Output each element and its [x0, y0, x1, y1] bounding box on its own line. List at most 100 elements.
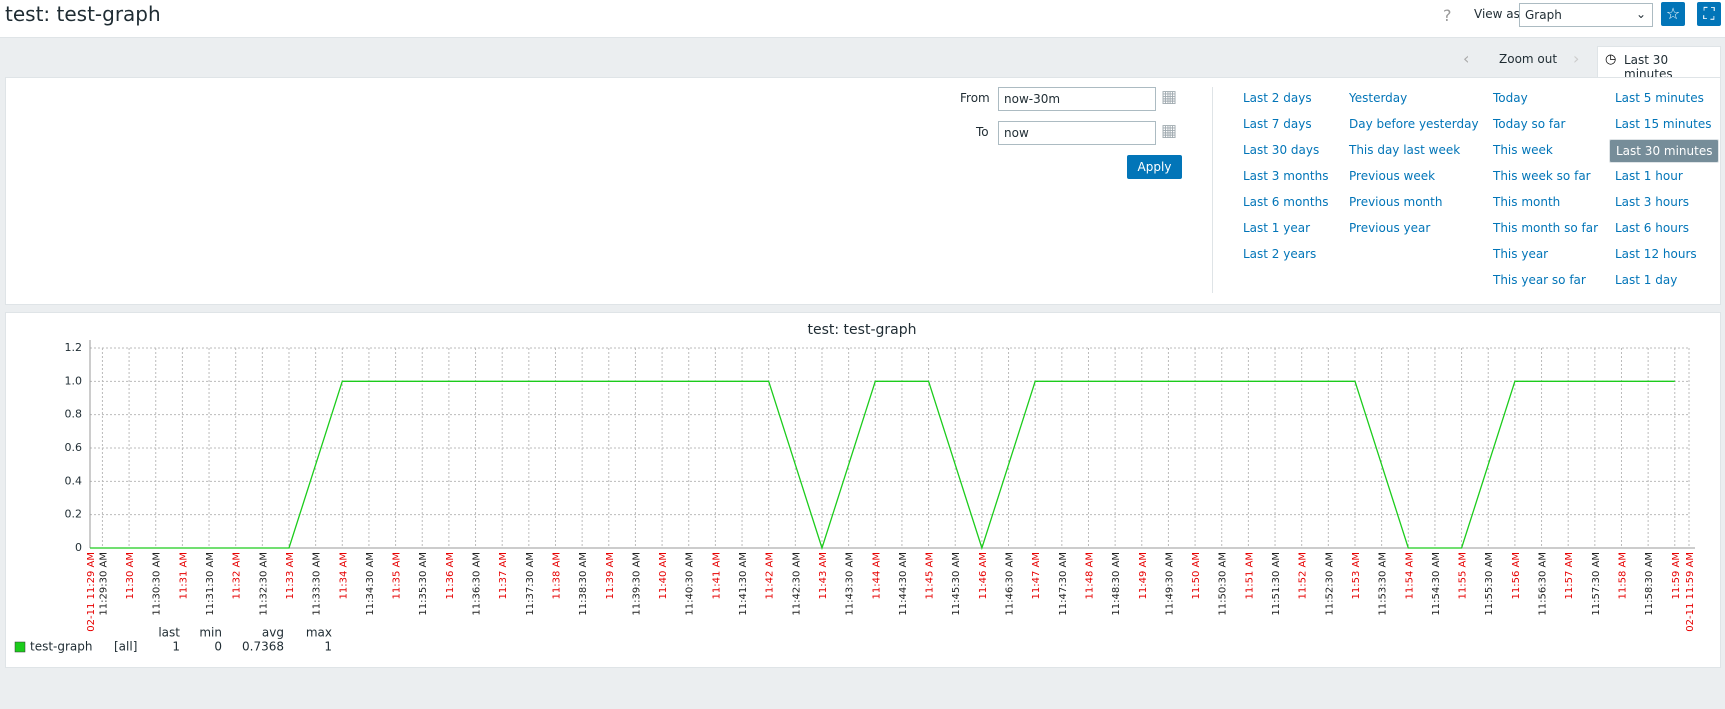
x-tick-label: 11:53 AM [1351, 552, 1362, 599]
header: test: test-graph ? View as Graph ⌄ ☆ ⛶ [0, 0, 1725, 38]
x-tick-label: 11:46 AM [978, 552, 989, 599]
x-tick-label: 11:56 AM [1511, 552, 1522, 599]
quick-range-link[interactable]: This week [1493, 143, 1553, 157]
legend-swatch [14, 641, 26, 653]
x-tick-label: 11:37:30 AM [525, 552, 536, 616]
x-tick-label: 11:39:30 AM [631, 552, 642, 616]
time-tab[interactable]: Last 30 minutes ◷ [1597, 46, 1721, 81]
x-tick-label: 11:54:30 AM [1431, 552, 1442, 616]
x-tick-label: 11:33:30 AM [312, 552, 323, 616]
legend-header: last [158, 626, 180, 640]
x-tick-label: 11:47 AM [1031, 552, 1042, 599]
x-tick-label: 11:57 AM [1564, 552, 1575, 599]
zoom-out[interactable]: Zoom out [1499, 52, 1558, 66]
quick-range-link[interactable]: Yesterday [1349, 91, 1408, 105]
x-tick-label: 11:38:30 AM [578, 552, 589, 616]
quick-range-link[interactable]: This month [1493, 195, 1561, 209]
quick-range-link[interactable]: This week so far [1493, 169, 1591, 183]
x-tick-label: 11:58 AM [1617, 552, 1628, 599]
x-tick-label: 11:49:30 AM [1164, 552, 1175, 616]
x-tick-label: 11:41 AM [711, 552, 722, 599]
quick-range-link[interactable]: Previous year [1349, 221, 1431, 235]
prev-arrow[interactable]: ‹ [1463, 49, 1470, 68]
quick-range-link[interactable]: Last 6 hours [1615, 221, 1689, 235]
x-tick-label: 11:30:30 AM [152, 552, 163, 616]
divider [1212, 87, 1213, 293]
legend-stat: 1 [324, 640, 332, 654]
quick-range-link[interactable]: Last 3 months [1243, 169, 1329, 183]
x-tick-label: 11:43 AM [818, 552, 829, 599]
quick-range-link[interactable]: This year [1493, 247, 1549, 261]
quick-range-link[interactable]: Last 5 minutes [1615, 91, 1704, 105]
x-tick-label: 11:42 AM [765, 552, 776, 599]
quick-range-link[interactable]: Last 30 days [1243, 143, 1320, 157]
x-tick-label: 11:36:30 AM [472, 552, 483, 616]
series-line [90, 380, 1675, 551]
x-tick-label: 11:49 AM [1138, 552, 1149, 599]
calendar-icon[interactable]: ▦ [1161, 121, 1178, 141]
x-tick-label: 11:48 AM [1084, 552, 1095, 599]
x-tick-label: 11:51 AM [1244, 552, 1255, 599]
quick-range-link[interactable]: This month so far [1493, 221, 1599, 235]
x-tick-label: 11:45:30 AM [951, 552, 962, 616]
x-tick-label: 11:34:30 AM [365, 552, 376, 616]
x-tick-label: 11:35:30 AM [418, 552, 429, 616]
quick-range-link[interactable]: Last 7 days [1243, 117, 1312, 131]
legend-scope: [all] [114, 640, 137, 654]
x-tick-label: 11:54 AM [1404, 552, 1415, 599]
x-tick-label: 11:29:30 AM [98, 552, 109, 616]
quick-range-link[interactable]: Last 3 hours [1615, 195, 1689, 209]
fullscreen-button[interactable]: ⛶ [1697, 2, 1721, 26]
legend-header: max [306, 626, 332, 640]
x-tick-label: 11:40 AM [658, 552, 669, 599]
quick-range-link[interactable]: Last 6 months [1243, 195, 1329, 209]
view-as-select[interactable]: Graph ⌄ [1519, 3, 1653, 27]
quick-range-link[interactable]: Day before yesterday [1349, 117, 1479, 131]
y-tick-label: 0.4 [65, 474, 83, 487]
quick-range-link[interactable]: Last 1 day [1615, 273, 1678, 287]
to-input[interactable]: now [998, 121, 1156, 145]
x-tick-label: 11:34 AM [338, 552, 349, 599]
next-arrow[interactable]: › [1573, 49, 1580, 68]
from-input[interactable]: now-30m [998, 87, 1156, 111]
quick-range-link[interactable]: Today [1493, 91, 1528, 105]
quick-range-link[interactable]: Previous week [1349, 169, 1436, 183]
y-tick-label: 0.6 [65, 441, 83, 454]
x-tick-label: 11:53:30 AM [1378, 552, 1389, 616]
x-tick-label: 11:31:30 AM [205, 552, 216, 616]
x-tick-label: 11:40:30 AM [685, 552, 696, 616]
x-tick-label: 11:41:30 AM [738, 552, 749, 616]
x-tick-label: 11:37 AM [498, 552, 509, 599]
chart-title: test: test-graph [808, 322, 917, 338]
quick-range-link[interactable]: Last 2 years [1243, 247, 1317, 261]
to-label: To [976, 125, 989, 139]
quick-range-link[interactable]: Last 1 year [1243, 221, 1311, 235]
calendar-icon[interactable]: ▦ [1161, 87, 1178, 107]
quick-range-link[interactable]: Last 12 hours [1615, 247, 1697, 261]
from-label: From [960, 91, 990, 105]
quick-range-link[interactable]: Last 30 minutes [1609, 139, 1720, 163]
x-tick-label: 11:55 AM [1458, 552, 1469, 599]
y-tick-label: 0.2 [65, 508, 83, 521]
x-tick-label: 11:33 AM [285, 552, 296, 599]
quick-range-link[interactable]: Today so far [1493, 117, 1566, 131]
x-tick-label: 02-11 11:59 AM [1685, 552, 1696, 632]
x-tick-label: 11:48:30 AM [1111, 552, 1122, 616]
y-tick-label: 0.8 [65, 408, 83, 421]
x-tick-label: 11:50:30 AM [1218, 552, 1229, 616]
x-tick-label: 11:31 AM [178, 552, 189, 599]
favorite-button[interactable]: ☆ [1661, 2, 1685, 26]
quick-range-link[interactable]: This year so far [1493, 273, 1586, 287]
quick-range-link[interactable]: Last 15 minutes [1615, 117, 1712, 131]
view-as-value: Graph [1525, 8, 1562, 22]
clock-icon: ◷ [1605, 52, 1617, 67]
x-tick-label: 11:52 AM [1298, 552, 1309, 599]
quick-range-link[interactable]: Last 1 hour [1615, 169, 1683, 183]
quick-range-link[interactable]: Previous month [1349, 195, 1443, 209]
quick-range-link[interactable]: Last 2 days [1243, 91, 1312, 105]
y-tick-label: 1.2 [65, 341, 83, 354]
quick-range-link[interactable]: This day last week [1349, 143, 1461, 157]
help-icon[interactable]: ? [1443, 6, 1452, 25]
apply-button[interactable]: Apply [1127, 155, 1182, 179]
